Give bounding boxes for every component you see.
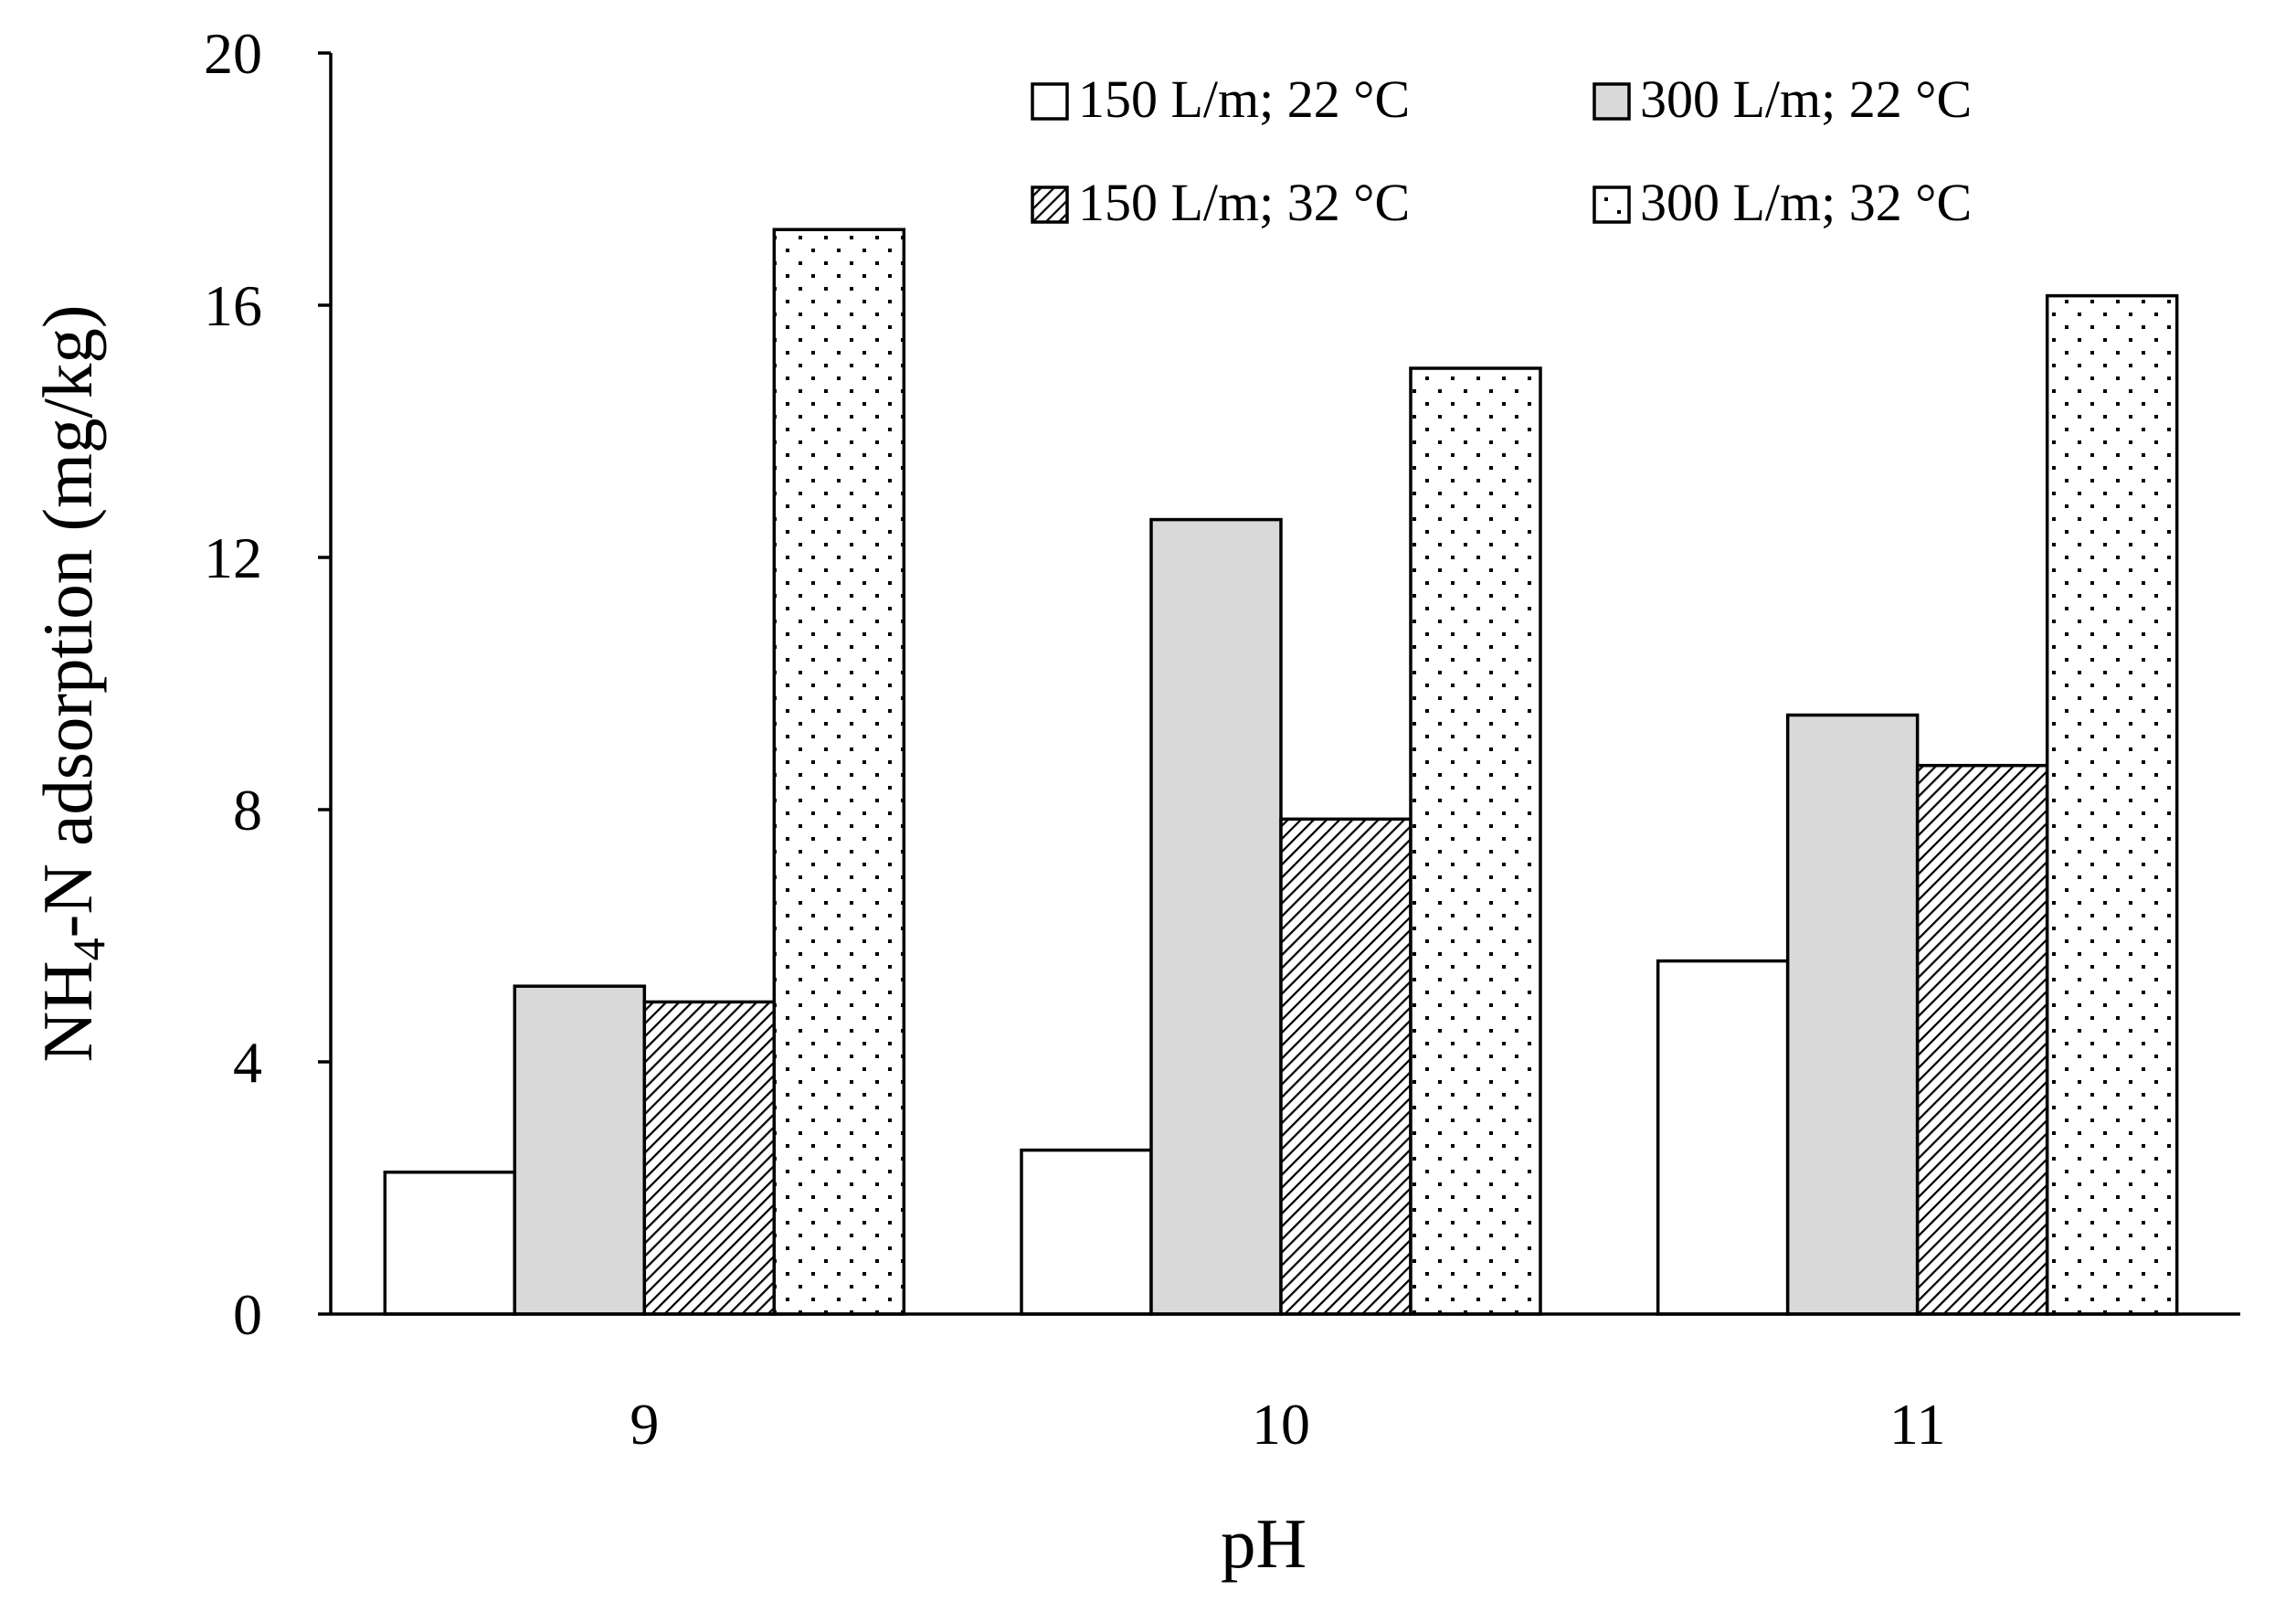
bar-white-ph-9: [383, 1171, 517, 1316]
x-axis-label: pH: [1221, 1504, 1307, 1583]
legend-label: 300 L/m; 22 °C: [1640, 69, 1972, 129]
bar-gray-ph-10: [1149, 517, 1283, 1316]
bar-dots-ph-9: [772, 228, 906, 1316]
bar-dots-ph-11: [2045, 293, 2179, 1316]
legend-swatch-hatch: [1031, 186, 1069, 224]
bar-white-ph-10: [1020, 1148, 1153, 1316]
y-tick-label: 8: [233, 778, 262, 843]
legend-item: 150 L/m; 32 °C: [1031, 173, 1410, 232]
legend-swatch-white: [1031, 82, 1069, 121]
x-tick-label: 11: [1889, 1392, 1946, 1457]
legend-item: 300 L/m; 22 °C: [1592, 69, 1972, 129]
legend-item: 150 L/m; 22 °C: [1031, 69, 1410, 129]
y-tick-label: 20: [204, 21, 262, 86]
x-tick-label: 10: [1252, 1392, 1310, 1457]
bar-hatch-ph-11: [1915, 763, 2049, 1316]
bar-gray-ph-11: [1785, 713, 1920, 1316]
legend-label: 150 L/m; 22 °C: [1078, 69, 1410, 129]
bar-white-ph-11: [1656, 959, 1790, 1316]
legend-label: 150 L/m; 32 °C: [1078, 173, 1410, 232]
axes-layer: 9 10 11 0 4 8 12 16 20: [204, 21, 2240, 1457]
legend-swatch-gray: [1592, 82, 1631, 121]
bar-gray-ph-9: [513, 984, 647, 1316]
y-tick-label: 0: [233, 1282, 262, 1347]
legend-item: 300 L/m; 32 °C: [1592, 173, 1972, 232]
x-tick-label: 9: [630, 1392, 659, 1457]
legend-swatch-dots: [1592, 186, 1631, 224]
bar-dots-ph-10: [1409, 366, 1542, 1316]
legend-label: 300 L/m; 32 °C: [1640, 173, 1972, 232]
y-tick-label: 16: [204, 273, 262, 338]
legend: 150 L/m; 22 °C 300 L/m; 22 °C 150 L/m; 32 …: [1031, 69, 1972, 232]
y-axis-label: NH4-N adsorption (mg/kg): [28, 304, 114, 1062]
bar-hatch-ph-9: [642, 1000, 777, 1316]
y-tick-label: 4: [233, 1030, 262, 1095]
y-tick-label: 12: [204, 525, 262, 590]
bar-hatch-ph-10: [1279, 817, 1413, 1316]
bars-layer: [383, 228, 2179, 1316]
